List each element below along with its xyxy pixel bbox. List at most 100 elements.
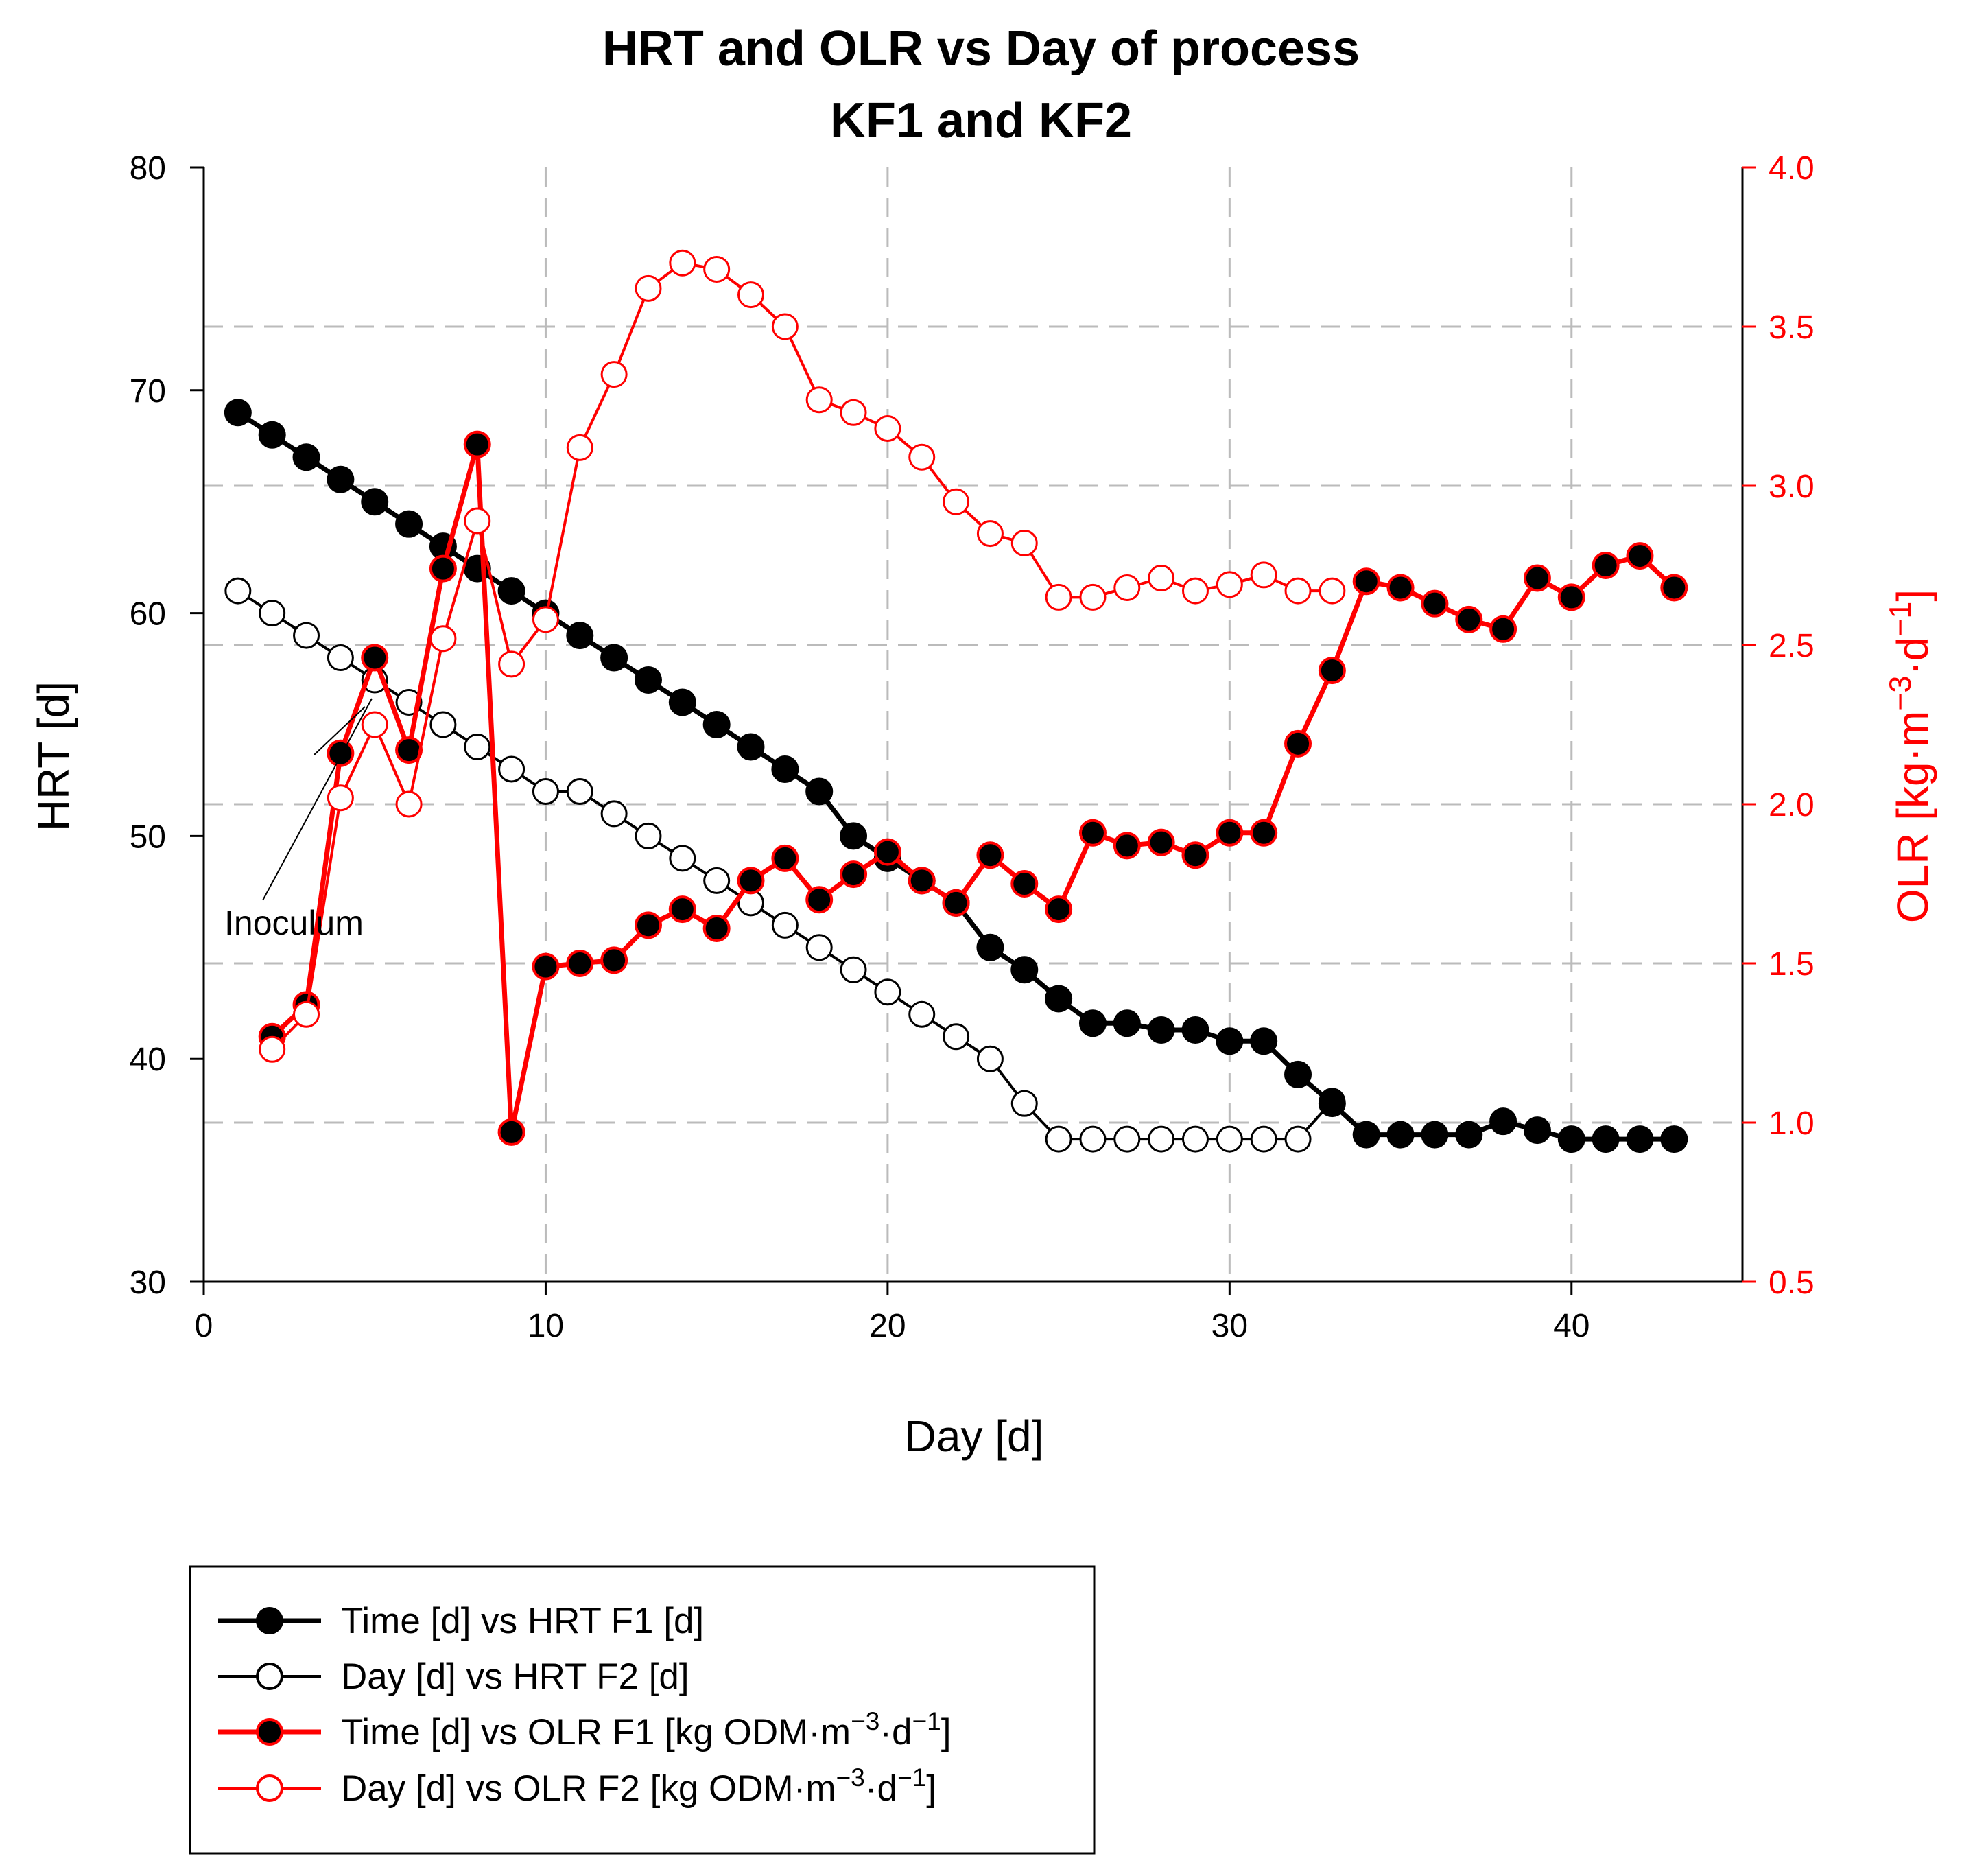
y-right-tick-label: 3.5 [1769,309,1815,346]
data-point [874,414,901,442]
data-point [1181,841,1209,869]
data-point [1216,1125,1243,1153]
data-point [908,867,936,895]
x-axis-title: Day [d] [905,1411,1044,1461]
data-point [1045,583,1072,611]
data-point [1010,956,1039,984]
data-point [668,895,696,924]
data-point [1010,870,1039,898]
y-right-tick-label: 0.5 [1769,1265,1815,1301]
legend-label: Time [d] vs HRT F1 [d] [341,1601,704,1641]
data-point [1660,1125,1688,1153]
data-point [1113,1125,1141,1153]
data-point [1079,583,1107,611]
data-point [1078,1009,1107,1037]
data-point [1113,574,1141,601]
data-point [1284,729,1312,758]
legend-swatch-marker [256,1607,283,1634]
legend-label: Time [d] vs OLR F1 [kg ODM·m−3·d−1] [341,1707,952,1752]
data-point [327,465,355,493]
data-point [258,421,286,449]
legend: Time [d] vs HRT F1 [d] Day [d] vs HRT F2 … [189,1565,1096,1855]
data-point [908,1000,936,1028]
y-right-tick-label: 3.0 [1769,469,1815,505]
data-point [873,838,901,866]
data-point [1079,1125,1107,1153]
data-point [1181,577,1209,605]
data-point [1626,1125,1654,1153]
data-point [840,399,867,426]
axes: 0 10 20 30 40 30 40 50 60 70 80 0.5 1.0 1.5 2.0 2.5 3.0 3… [130,150,1815,1344]
data-point [1318,1090,1346,1118]
data-point [327,644,354,672]
data-point [429,711,457,738]
legend-label: Day [d] vs OLR F2 [kg ODM·m−3·d−1] [341,1763,936,1809]
data-point [1318,657,1346,685]
legend-swatch-marker [256,1663,283,1690]
data-point [1421,1121,1449,1149]
data-point [566,434,593,461]
data-point [532,777,559,805]
data-point [1557,583,1585,611]
data-point [805,886,834,914]
data-point [1045,1125,1072,1153]
legend-swatch-marker [256,1718,283,1746]
y-left-tick-label: 70 [130,373,166,410]
data-point [1045,985,1073,1013]
x-tick-label: 10 [528,1308,564,1344]
data-point [1148,565,1175,592]
data-point [1489,1107,1517,1136]
data-point [1045,895,1073,924]
series-3 [258,430,1688,1146]
data-point [1284,577,1312,605]
y-left-tick-label: 40 [130,1042,166,1078]
data-point [976,1045,1004,1072]
annotations: Inoculum [224,698,373,942]
data-point [1660,574,1688,602]
x-tick-label: 20 [869,1308,906,1344]
legend-swatch-marker [256,1774,283,1802]
data-point [669,249,696,277]
data-point [1147,1016,1175,1044]
data-point [1523,1116,1551,1145]
y-right-tick-label: 2.5 [1769,628,1815,664]
y-left-tick-label: 50 [130,819,166,855]
data-point [771,844,799,872]
y-left-tick-label: 80 [130,150,166,187]
data-point [1216,571,1243,598]
y-left-tick-label: 60 [130,596,166,633]
data-point [1216,1027,1244,1055]
data-point [395,790,423,818]
y-left-axis-title: HRT [d] [29,681,78,831]
data-point [395,510,423,538]
data-point [942,889,970,917]
y-left-tick-label: 30 [130,1265,166,1301]
legend-label: Day [d] vs HRT F2 [d] [341,1656,689,1697]
data-point [1250,561,1277,589]
data-point [566,950,594,977]
data-point [771,313,799,340]
data-point [600,361,628,388]
data-point [498,755,525,783]
data-point [1181,1016,1209,1044]
data-point [669,845,696,872]
data-point [1284,1125,1312,1153]
data-point [1113,832,1141,860]
data-point [874,978,901,1006]
data-point [703,867,731,894]
data-point [1626,542,1654,570]
data-point [224,399,252,427]
y-right-tick-label: 4.0 [1769,150,1815,187]
y-right-tick-label: 1.5 [1769,946,1815,983]
data-point [1250,1027,1278,1055]
data-point [497,577,525,605]
data-point [943,488,970,515]
legend-box [189,1565,1096,1855]
data-point [840,860,868,889]
data-point [805,777,834,806]
data-point [737,867,765,895]
data-point [259,600,286,627]
data-point [635,274,662,302]
data-point [292,443,320,471]
